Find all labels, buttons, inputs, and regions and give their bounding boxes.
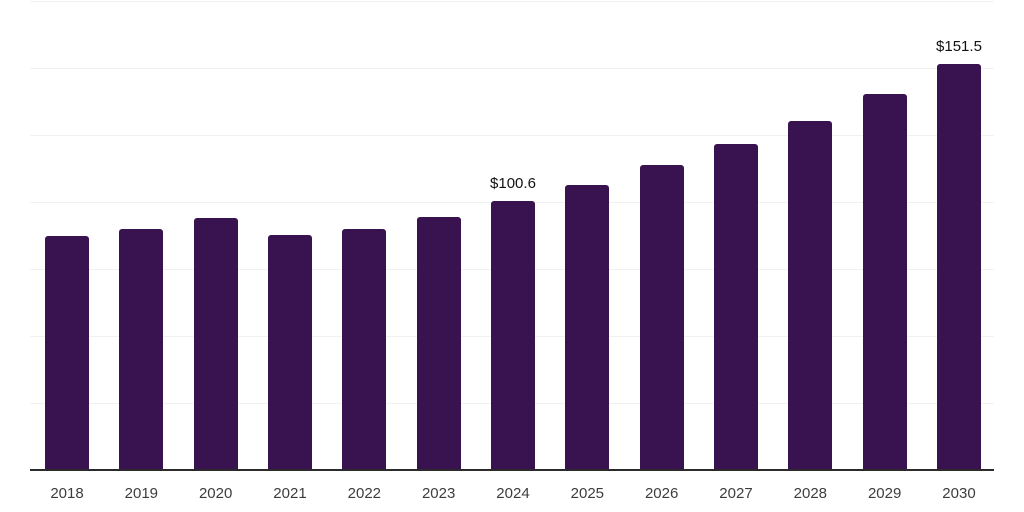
x-tick-label-2021: 2021 [273,485,307,502]
bar-2018 [45,235,89,470]
gridline-125 [30,135,994,137]
bar-2023 [416,216,461,470]
bar-2020 [193,218,238,470]
bar-2025 [565,184,610,470]
x-tick-label-2020: 2020 [198,485,233,502]
bar-2026 [639,165,684,470]
gridline-175 [30,1,994,3]
bar-2029 [862,93,907,470]
bar-2027 [713,144,758,470]
x-tick-label-2025: 2025 [570,485,605,502]
x-tick-label-2022: 2022 [347,485,382,502]
bar-2019 [119,229,164,470]
x-tick-label-2028: 2028 [793,485,828,502]
x-tick-label-2018: 2018 [50,485,84,502]
bar-2022 [342,229,387,470]
gridline-150 [30,68,994,70]
x-tick-label-2027: 2027 [719,485,753,502]
x-tick-label-2030: 2030 [942,485,976,502]
x-tick-label-2019: 2019 [124,485,159,502]
bar-2028 [788,120,833,470]
data-label-2030: $151.5 [936,38,982,56]
bar-2024 [490,200,535,470]
x-tick-label-2026: 2026 [644,485,679,502]
data-label-2024: $100.6 [490,174,536,192]
bar-2021 [267,234,312,470]
bar-2030 [936,64,981,470]
x-axis-line [30,469,994,471]
x-tick-label-2029: 2029 [867,485,902,502]
x-tick-label-2024: 2024 [496,485,530,502]
x-tick-label-2023: 2023 [421,485,456,502]
